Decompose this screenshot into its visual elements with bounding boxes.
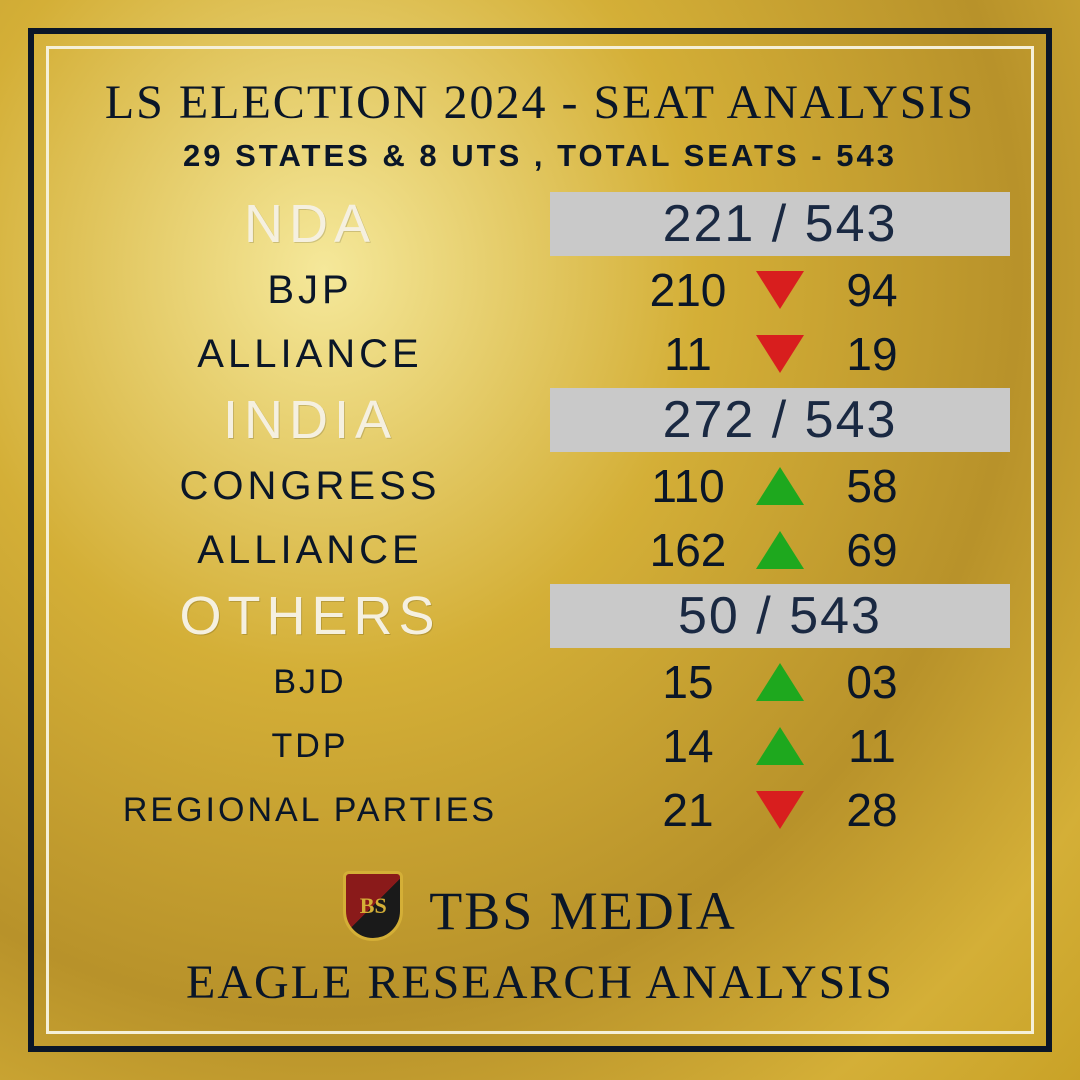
party-change: 94 (822, 263, 922, 317)
content-area: LS ELECTION 2024 - SEAT ANALYSIS 29 STAT… (70, 70, 1010, 1010)
party-label: TDP (70, 727, 550, 766)
shield-icon (343, 871, 403, 941)
arrow-down-icon (756, 791, 804, 829)
party-stats: 162 69 (550, 523, 1010, 577)
footer: TBS MEDIA EAGLE RESEARCH ANALYSIS (70, 871, 1010, 1010)
group-total: 50 / 543 (550, 584, 1010, 648)
party-change: 19 (822, 327, 922, 381)
party-row: BJP 210 94 (70, 260, 1010, 320)
group-total: 221 / 543 (550, 192, 1010, 256)
group-name: OTHERS (70, 585, 550, 647)
party-stats: 21 28 (550, 783, 1010, 837)
party-value: 162 (638, 523, 738, 577)
party-label: CONGRESS (70, 464, 550, 509)
groups-container: NDA221 / 543BJP21094ALLIANCE1119INDIA272… (70, 192, 1010, 844)
footer-subline: EAGLE RESEARCH ANALYSIS (186, 955, 894, 1010)
party-stats: 11 19 (550, 327, 1010, 381)
arrow-up-icon (756, 727, 804, 765)
group-header: NDA221 / 543 (70, 192, 1010, 256)
party-value: 21 (638, 783, 738, 837)
party-value: 110 (638, 459, 738, 513)
arrow-up-icon (756, 663, 804, 701)
party-row: ALLIANCE 162 69 (70, 520, 1010, 580)
group-header: INDIA272 / 543 (70, 388, 1010, 452)
party-value: 15 (638, 655, 738, 709)
brand-name: TBS MEDIA (429, 880, 737, 942)
party-stats: 110 58 (550, 459, 1010, 513)
party-label: REGIONAL PARTIES (70, 791, 550, 830)
party-value: 14 (638, 719, 738, 773)
party-change: 58 (822, 459, 922, 513)
party-stats: 1503 (550, 655, 1010, 709)
party-change: 03 (822, 655, 922, 709)
main-title: LS ELECTION 2024 - SEAT ANALYSIS (70, 75, 1010, 130)
arrow-down-icon (756, 335, 804, 373)
party-change: 69 (822, 523, 922, 577)
brand-logo (343, 871, 413, 951)
subtitle: 29 STATES & 8 UTS , TOTAL SEATS - 543 (70, 138, 1010, 174)
party-value: 210 (638, 263, 738, 317)
group-name: NDA (70, 193, 550, 255)
party-row: TDP 14 11 (70, 716, 1010, 776)
group-total: 272 / 543 (550, 388, 1010, 452)
party-change: 28 (822, 783, 922, 837)
party-row: ALLIANCE 11 19 (70, 324, 1010, 384)
party-row: REGIONAL PARTIES 21 28 (70, 780, 1010, 840)
group-header: OTHERS50 / 543 (70, 584, 1010, 648)
group-name: INDIA (70, 389, 550, 451)
party-row: BJD1503 (70, 652, 1010, 712)
party-label: BJP (70, 268, 550, 313)
arrow-down-icon (756, 271, 804, 309)
party-stats: 210 94 (550, 263, 1010, 317)
party-label: ALLIANCE (70, 528, 550, 573)
arrow-up-icon (756, 531, 804, 569)
arrow-up-icon (756, 467, 804, 505)
party-stats: 14 11 (550, 719, 1010, 773)
party-label: ALLIANCE (70, 332, 550, 377)
footer-top: TBS MEDIA (343, 871, 737, 951)
party-value: 11 (638, 327, 738, 381)
party-row: CONGRESS 110 58 (70, 456, 1010, 516)
party-label: BJD (70, 663, 550, 702)
party-change: 11 (822, 719, 922, 773)
